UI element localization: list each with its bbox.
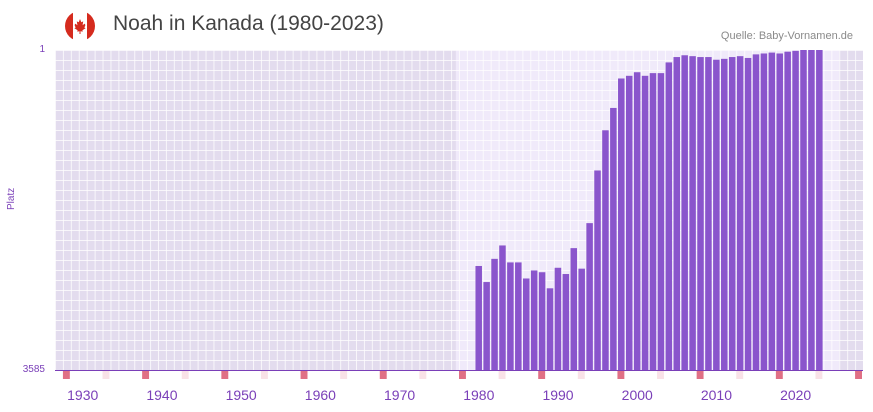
decade-marker <box>775 371 783 379</box>
decade-marker <box>419 371 427 379</box>
decade-marker <box>379 371 387 379</box>
source-credit: Quelle: Baby-Vornamen.de <box>720 30 853 42</box>
bar-1983[interactable] <box>499 245 506 370</box>
decade-marker <box>300 371 308 379</box>
x-tick-label: 1990 <box>542 387 573 403</box>
bar-2022[interactable] <box>808 50 815 370</box>
bar-1991[interactable] <box>562 274 570 370</box>
bar-1994[interactable] <box>586 223 593 370</box>
bar-1980[interactable] <box>475 265 482 370</box>
bar-1986[interactable] <box>522 278 530 370</box>
bar-2011[interactable] <box>721 58 728 370</box>
bar-2016[interactable] <box>760 53 768 370</box>
decade-marker <box>577 371 585 379</box>
decade-marker <box>498 371 506 379</box>
bar-1990[interactable] <box>554 267 562 370</box>
bar-2010[interactable] <box>713 59 720 370</box>
canada-flag-icon <box>65 11 95 41</box>
x-tick-label: 1940 <box>146 387 177 403</box>
y-tick-top: 1 <box>39 44 45 55</box>
x-tick-label: 2000 <box>622 387 653 403</box>
bar-2005[interactable] <box>673 57 681 371</box>
bar-2007[interactable] <box>689 56 696 371</box>
bar-2014[interactable] <box>744 57 752 370</box>
grid-lines <box>55 50 864 371</box>
bar-1989[interactable] <box>546 288 554 370</box>
decade-marker <box>102 371 110 379</box>
bars <box>475 50 823 371</box>
bar-2001[interactable] <box>641 75 649 370</box>
bar-2004[interactable] <box>665 62 673 371</box>
decade-marker <box>221 371 229 379</box>
y-tick-bottom: 3585 <box>22 364 45 375</box>
bar-2012[interactable] <box>728 57 736 371</box>
bar-1995[interactable] <box>594 170 601 370</box>
x-tick-label: 1970 <box>384 387 415 403</box>
x-tick-labels: 1930 1940 1950 1960 1970 1980 1990 2000 2010 2020 <box>67 387 811 403</box>
decade-markers <box>62 371 862 379</box>
x-tick-label: 1950 <box>226 387 257 403</box>
decade-marker <box>657 371 664 379</box>
bar-1992[interactable] <box>570 248 578 370</box>
decade-marker <box>538 371 546 379</box>
bar-1984[interactable] <box>507 262 514 370</box>
bar-2020[interactable] <box>792 50 799 371</box>
decade-marker <box>696 371 704 379</box>
bar-2017[interactable] <box>768 52 776 370</box>
bar-2019[interactable] <box>784 51 791 370</box>
x-tick-label: 1930 <box>67 387 98 403</box>
x-tick-label: 2010 <box>701 387 732 403</box>
bar-2002[interactable] <box>649 73 657 370</box>
bar-2021[interactable] <box>800 50 807 370</box>
decade-marker <box>340 371 348 379</box>
decade-marker <box>855 371 862 379</box>
bar-2009[interactable] <box>705 57 712 371</box>
bar-2006[interactable] <box>681 55 688 371</box>
bar-2018[interactable] <box>776 53 783 370</box>
decade-marker <box>815 371 823 379</box>
bar-1988[interactable] <box>538 272 546 370</box>
decade-marker <box>181 371 189 379</box>
bar-1998[interactable] <box>618 78 625 370</box>
bar-2008[interactable] <box>697 57 704 371</box>
bar-1985[interactable] <box>515 262 522 370</box>
bar-1997[interactable] <box>610 107 617 371</box>
x-tick-label: 1960 <box>305 387 336 403</box>
bar-2003[interactable] <box>657 73 665 370</box>
bar-1999[interactable] <box>625 75 633 370</box>
bar-1981[interactable] <box>483 282 490 370</box>
decade-marker <box>142 371 150 379</box>
decade-marker <box>617 371 625 379</box>
bar-2000[interactable] <box>633 72 641 370</box>
decade-marker <box>260 371 268 379</box>
decade-marker <box>459 371 466 379</box>
decade-marker <box>736 371 744 379</box>
bar-1982[interactable] <box>491 258 498 370</box>
bar-2015[interactable] <box>752 54 760 370</box>
bar-1987[interactable] <box>530 270 538 370</box>
bar-1996[interactable] <box>602 130 609 370</box>
chart-title: Noah in Kanada (1980-2023) <box>113 12 384 35</box>
bar-2013[interactable] <box>736 56 744 371</box>
x-tick-label: 2020 <box>780 387 811 403</box>
x-tick-label: 1980 <box>463 387 494 403</box>
decade-marker <box>62 371 70 379</box>
bar-1993[interactable] <box>578 268 585 370</box>
bar-2023[interactable] <box>816 50 823 370</box>
